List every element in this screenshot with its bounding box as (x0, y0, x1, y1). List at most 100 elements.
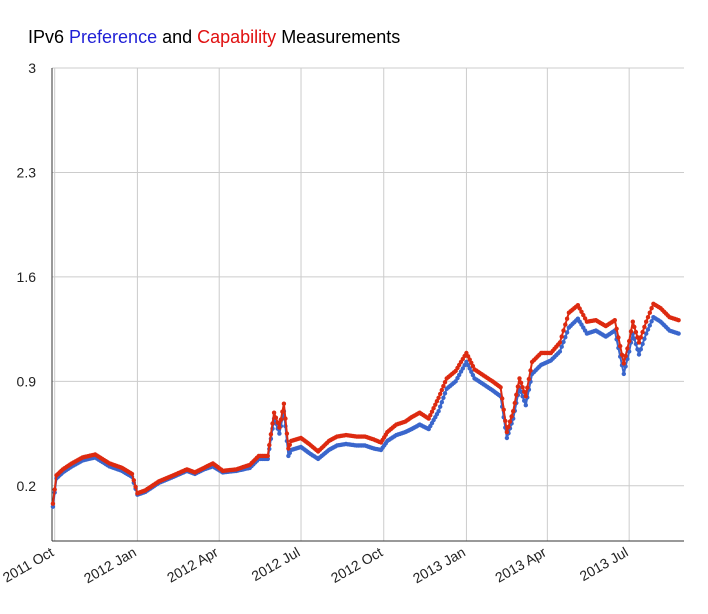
preference-point (636, 352, 642, 357)
preference-point (638, 347, 643, 352)
capability-point (612, 318, 617, 323)
capability-point (281, 401, 287, 406)
x-tick-label: 2012 Apr (164, 544, 221, 586)
capability-point (636, 340, 642, 345)
capability-point (284, 431, 290, 436)
series-layer (50, 301, 681, 509)
capability-point (623, 353, 628, 359)
capability-point (528, 368, 533, 373)
preference-point (465, 363, 471, 368)
preference-point (469, 369, 474, 374)
capability-point (575, 303, 581, 308)
capability-point (283, 416, 288, 421)
capability-point (644, 319, 649, 324)
capability-point (286, 446, 291, 451)
tick-labels: 0.2 0.9 1.6 2.3 3 2011 Oct 2012 Jan 2012 Apr 201… (0, 60, 631, 586)
preference-point (467, 366, 472, 371)
preference-point (453, 379, 458, 384)
y-tick-label: 3 (28, 60, 36, 76)
capability-point (431, 406, 436, 411)
preference-point (458, 369, 464, 374)
capability-point (633, 329, 639, 335)
preference-point (647, 323, 652, 328)
preference-point (277, 431, 282, 436)
x-tick-label: 2012 Oct (328, 544, 385, 586)
capability-point (280, 409, 285, 414)
capability-point (434, 399, 440, 404)
x-tick-label: 2011 Oct (0, 544, 56, 586)
capability-point (616, 335, 621, 340)
preference-point (462, 363, 467, 368)
capability-point (630, 319, 635, 324)
capability-point (614, 326, 619, 331)
series-preference (50, 315, 681, 509)
capability-point (469, 360, 474, 365)
capability-point (619, 352, 625, 357)
capability-point (520, 385, 525, 390)
capability-point (523, 394, 528, 399)
capability-point (559, 334, 564, 339)
capability-point (433, 402, 438, 407)
capability-point (621, 361, 626, 366)
capability-point (514, 392, 519, 397)
capability-point (561, 328, 566, 333)
y-tick-label: 0.9 (17, 373, 37, 389)
capability-point (277, 425, 282, 430)
capability-point (131, 478, 136, 483)
capability-point (50, 501, 56, 506)
title-prefix: IPv6 (28, 27, 70, 47)
capability-point (577, 306, 582, 311)
capability-point (507, 419, 513, 424)
capability-point (557, 340, 563, 345)
preference-point (635, 347, 640, 352)
preference-point (470, 372, 476, 378)
capability-point (470, 363, 476, 369)
capability-point (271, 410, 277, 415)
capability-point (506, 424, 511, 430)
preference-point (642, 336, 647, 341)
capability-point (638, 335, 643, 340)
capability-point (625, 346, 630, 351)
preference-line (51, 316, 679, 507)
x-tick-label: 2013 Jan (410, 544, 468, 587)
capability-point (640, 329, 645, 335)
preference-point (644, 331, 649, 336)
capability-point (649, 306, 654, 311)
capability-point (267, 442, 272, 448)
preference-point (441, 395, 446, 400)
preference-point (518, 389, 524, 394)
preference-point (523, 403, 528, 408)
x-tick-label: 2013 Apr (492, 544, 549, 586)
capability-point (642, 324, 647, 330)
title-capability: Capability (197, 27, 277, 47)
preference-point (649, 319, 654, 324)
title-middle: and (157, 27, 198, 47)
preference-point (522, 398, 527, 403)
capability-point (273, 415, 279, 420)
capability-point (563, 322, 568, 327)
preference-point (563, 335, 568, 340)
capability-point (442, 380, 448, 385)
capability-point (618, 343, 623, 349)
capability-point (627, 338, 632, 344)
preference-point (504, 435, 510, 441)
capability-point (526, 376, 532, 382)
gridlines (52, 67, 684, 541)
capability-point (632, 324, 637, 330)
preference-point (557, 349, 563, 354)
preference-point (438, 404, 443, 409)
capability-point (512, 400, 517, 406)
capability-point (500, 396, 505, 401)
preference-point (464, 359, 469, 365)
capability-point (579, 309, 584, 314)
capability-point (645, 315, 651, 320)
capability-point (635, 335, 640, 340)
preference-point (564, 330, 570, 335)
capability-point (428, 413, 433, 418)
capability-point (133, 484, 138, 489)
capability-point (441, 383, 446, 389)
series-capability (50, 301, 681, 506)
capability-point (676, 318, 681, 323)
title-suffix: Measurements (276, 27, 401, 47)
